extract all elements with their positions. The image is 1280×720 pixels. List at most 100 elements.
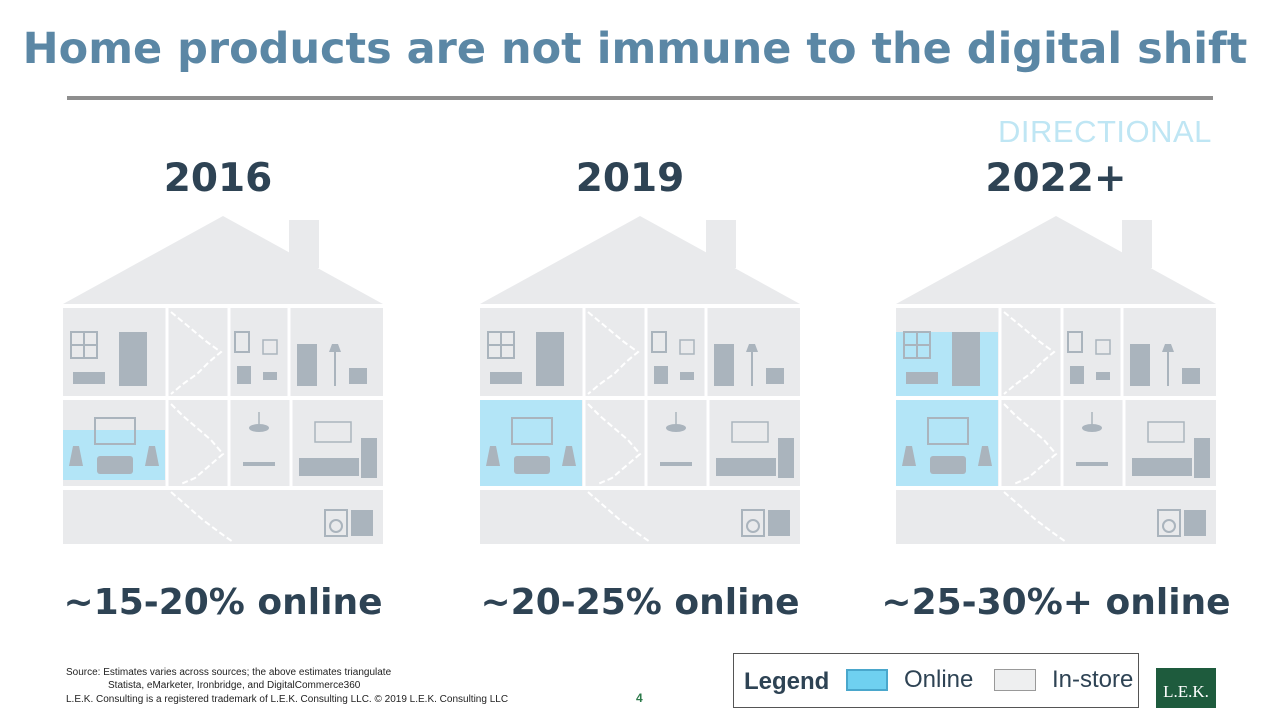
floor-lamp-icon — [978, 446, 992, 466]
tv-icon — [94, 417, 136, 445]
bed-icon — [73, 372, 105, 384]
stairs-upper — [1003, 311, 1056, 395]
page-number: 4 — [636, 691, 643, 705]
dryer-icon — [351, 510, 373, 536]
tv-icon — [927, 417, 969, 445]
washer-icon — [1157, 509, 1181, 537]
dining-table-icon — [243, 462, 275, 466]
shelf-icon — [1130, 344, 1150, 386]
year-label-2019: 2019 — [575, 156, 685, 201]
house-illustration-2016 — [63, 216, 383, 544]
trademark-note: L.E.K. Consulting is a registered tradem… — [66, 694, 509, 705]
toilet-icon — [1070, 366, 1084, 384]
year-label-2022: 2022+ — [985, 156, 1127, 201]
online-share-2022: ~25-30%+ online — [881, 582, 1231, 623]
washer-icon — [741, 509, 765, 537]
bookshelf-icon — [952, 332, 980, 386]
bed-icon — [490, 372, 522, 384]
lamp-icon — [329, 344, 341, 352]
mirror-icon — [234, 331, 250, 353]
stairs-upper — [587, 311, 640, 395]
lek-logo: L.E.K. — [1156, 668, 1216, 708]
stairs-middle — [1003, 403, 1058, 485]
dryer-icon — [1184, 510, 1206, 536]
kitchen-counter-icon — [299, 458, 359, 476]
directional-label: DIRECTIONAL — [998, 114, 1212, 149]
armchair-icon — [1182, 368, 1200, 384]
legend-label-instore: In-store — [1052, 666, 1134, 693]
stairs-middle — [587, 403, 642, 485]
sink-icon — [680, 372, 694, 380]
bookshelf-icon — [119, 332, 147, 386]
chimney — [706, 220, 736, 268]
chimney — [1122, 220, 1152, 268]
kitchen-window-icon — [1147, 421, 1185, 443]
kitchen-window-icon — [731, 421, 769, 443]
tv-icon — [511, 417, 553, 445]
washer-icon — [746, 519, 760, 533]
dining-table-icon — [660, 462, 692, 466]
chimney — [289, 220, 319, 268]
washer-icon — [1162, 519, 1176, 533]
legend-swatch-online — [846, 669, 888, 691]
online-share-2016: ~15-20% online — [63, 582, 383, 623]
floor-lamp-icon — [486, 446, 500, 466]
sink-icon — [1096, 372, 1110, 380]
kitchen-window-icon — [314, 421, 352, 443]
dryer-icon — [768, 510, 790, 536]
sink-icon — [263, 372, 277, 380]
armchair-icon — [766, 368, 784, 384]
floor-lamp-icon — [145, 446, 159, 466]
chandelier-icon — [1082, 424, 1102, 432]
legend-swatch-instore — [994, 669, 1036, 691]
house-illustration-2019 — [480, 216, 800, 544]
fridge-icon — [778, 438, 794, 478]
legend-label-online: Online — [904, 666, 974, 693]
chandelier-icon — [666, 424, 686, 432]
title-divider — [67, 96, 1213, 100]
small-window-icon — [262, 339, 278, 355]
floor-lamp-icon — [69, 446, 83, 466]
small-window-icon — [1095, 339, 1111, 355]
slide-title: Home products are not immune to the digi… — [22, 24, 1248, 74]
washer-icon — [329, 519, 343, 533]
house-illustration-2022 — [896, 216, 1216, 544]
lamp-icon — [1162, 344, 1174, 352]
stairs-lower — [587, 491, 651, 543]
small-window-icon — [679, 339, 695, 355]
sofa-icon — [514, 456, 550, 474]
bed-icon — [906, 372, 938, 384]
chandelier-icon — [249, 424, 269, 432]
mirror-icon — [651, 331, 667, 353]
toilet-icon — [654, 366, 668, 384]
armchair-icon — [349, 368, 367, 384]
dining-table-icon — [1076, 462, 1108, 466]
fridge-icon — [361, 438, 377, 478]
shelf-icon — [297, 344, 317, 386]
shelf-icon — [714, 344, 734, 386]
roof — [480, 216, 800, 304]
source-note: Source: Estimates varies across sources;… — [66, 667, 392, 691]
online-share-2019: ~20-25% online — [480, 582, 800, 623]
sofa-icon — [930, 456, 966, 474]
roof — [896, 216, 1216, 304]
stairs-lower — [170, 491, 234, 543]
stairs-middle — [170, 403, 225, 485]
legend-box: Legend Online In-store — [733, 653, 1139, 708]
roof — [63, 216, 383, 304]
toilet-icon — [237, 366, 251, 384]
stairs-lower — [1003, 491, 1067, 543]
floor-lamp-icon — [562, 446, 576, 466]
fridge-icon — [1194, 438, 1210, 478]
kitchen-counter-icon — [716, 458, 776, 476]
legend-title: Legend — [744, 668, 830, 695]
floor-lamp-icon — [902, 446, 916, 466]
year-label-2016: 2016 — [163, 156, 273, 201]
sofa-icon — [97, 456, 133, 474]
mirror-icon — [1067, 331, 1083, 353]
washer-icon — [324, 509, 348, 537]
kitchen-counter-icon — [1132, 458, 1192, 476]
lamp-icon — [746, 344, 758, 352]
bedroom-online-highlight — [896, 332, 998, 396]
bookshelf-icon — [536, 332, 564, 386]
